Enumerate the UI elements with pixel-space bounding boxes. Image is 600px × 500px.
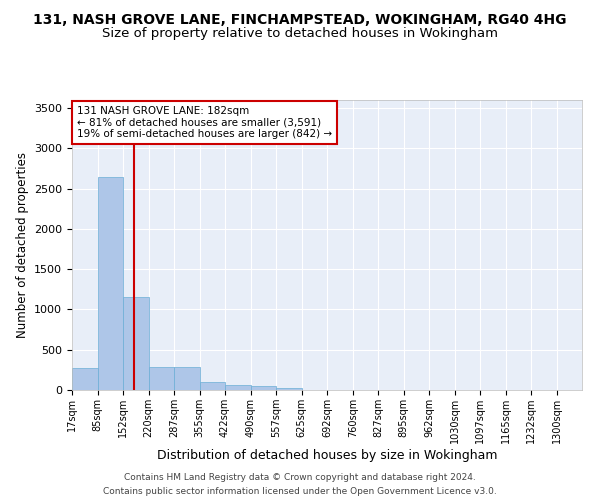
Text: 131 NASH GROVE LANE: 182sqm
← 81% of detached houses are smaller (3,591)
19% of : 131 NASH GROVE LANE: 182sqm ← 81% of det…: [77, 106, 332, 139]
Y-axis label: Number of detached properties: Number of detached properties: [16, 152, 29, 338]
Bar: [276, 388, 302, 390]
Bar: [225, 385, 251, 390]
Bar: [149, 368, 174, 390]
Bar: [72, 368, 98, 390]
Text: 131, NASH GROVE LANE, FINCHAMPSTEAD, WOKINGHAM, RG40 4HG: 131, NASH GROVE LANE, FINCHAMPSTEAD, WOK…: [33, 12, 567, 26]
Text: Contains HM Land Registry data © Crown copyright and database right 2024.: Contains HM Land Registry data © Crown c…: [124, 473, 476, 482]
Text: Size of property relative to detached houses in Wokingham: Size of property relative to detached ho…: [102, 28, 498, 40]
Bar: [251, 386, 276, 390]
Bar: [200, 382, 225, 390]
Bar: [123, 298, 149, 390]
X-axis label: Distribution of detached houses by size in Wokingham: Distribution of detached houses by size …: [157, 448, 497, 462]
Bar: [98, 176, 123, 390]
Text: Contains public sector information licensed under the Open Government Licence v3: Contains public sector information licen…: [103, 486, 497, 496]
Bar: [174, 368, 200, 390]
